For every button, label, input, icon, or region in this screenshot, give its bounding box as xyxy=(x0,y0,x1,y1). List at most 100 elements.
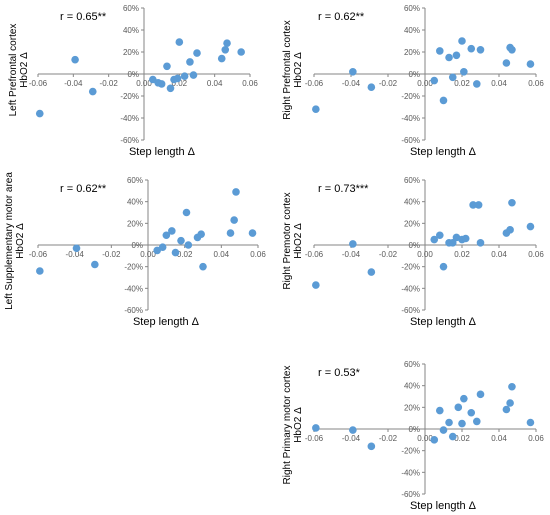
y-tick-label: 0% xyxy=(131,241,143,250)
data-point xyxy=(476,390,485,399)
x-tick-label: 0.02 xyxy=(172,79,188,88)
x-tick-label: 0.06 xyxy=(528,250,544,259)
data-point xyxy=(452,51,461,60)
data-point xyxy=(189,71,198,79)
data-point xyxy=(526,222,535,231)
data-point xyxy=(458,419,466,428)
data-point xyxy=(180,72,189,80)
data-point xyxy=(476,239,485,247)
x-tick-label: -0.04 xyxy=(66,250,85,259)
y-axis-title: HbO2 Δ xyxy=(19,52,30,88)
x-tick-label: 0.00 xyxy=(136,79,152,88)
data-point xyxy=(445,53,453,62)
data-point xyxy=(461,234,470,243)
y-axis-title: Left Prefrontal cortex xyxy=(8,24,19,117)
scatter-panel: -0.06 -0.04 -0.02 0.00 0.02 0.04 0.06 -60% -40% -… xyxy=(282,4,544,158)
y-tick-label: -20% xyxy=(401,263,420,272)
data-point xyxy=(474,201,483,209)
x-axis-title: Step length Δ xyxy=(133,316,200,328)
data-point xyxy=(467,408,476,417)
data-point xyxy=(436,406,444,415)
data-point xyxy=(175,38,184,46)
x-tick-label: 0.02 xyxy=(177,250,193,259)
data-point xyxy=(171,248,180,257)
y-tick-label: 40% xyxy=(404,382,420,391)
data-point xyxy=(454,403,463,412)
data-point xyxy=(35,109,44,118)
y-tick-label: -40% xyxy=(401,468,420,477)
data-point xyxy=(88,87,97,96)
data-point xyxy=(163,62,171,71)
data-point xyxy=(312,424,320,432)
data-point xyxy=(232,188,240,196)
data-point xyxy=(230,216,238,224)
data-point xyxy=(199,262,207,271)
y-tick-label: 0% xyxy=(408,241,420,250)
x-tick-label: -0.04 xyxy=(342,250,361,259)
x-tick-label: -0.04 xyxy=(64,79,83,88)
y-axis-title: Right Primary motor cortex xyxy=(282,366,293,485)
y-tick-label: 0% xyxy=(408,70,420,79)
data-point xyxy=(439,426,448,434)
y-tick-label: -40% xyxy=(401,284,420,293)
y-tick-label: 60% xyxy=(404,176,420,185)
data-point xyxy=(71,55,79,64)
data-point xyxy=(157,80,166,88)
data-point xyxy=(312,281,320,289)
y-tick-label: -20% xyxy=(401,92,420,101)
data-point xyxy=(367,268,376,276)
x-tick-label: 0.04 xyxy=(491,79,507,88)
data-point xyxy=(460,68,468,76)
x-tick-label: 0.04 xyxy=(491,434,507,443)
data-point xyxy=(173,74,182,83)
data-point xyxy=(460,394,468,403)
data-point xyxy=(91,260,99,269)
data-point xyxy=(508,382,516,391)
x-tick-label: 0.02 xyxy=(454,79,470,88)
data-point xyxy=(237,48,245,56)
data-point xyxy=(72,244,81,253)
scatter-panel: -0.06 -0.04 -0.02 0.00 0.02 0.04 0.06 -60% -40% -… xyxy=(282,360,544,512)
y-tick-label: 60% xyxy=(404,360,420,369)
data-point xyxy=(506,226,514,234)
y-tick-label: 60% xyxy=(127,176,143,185)
y-tick-label: 60% xyxy=(404,4,420,13)
data-point xyxy=(439,262,448,271)
y-axis-title: HbO2 Δ xyxy=(293,223,304,259)
data-point xyxy=(476,46,485,54)
y-tick-label: 40% xyxy=(123,26,139,35)
data-point xyxy=(448,239,457,247)
scatter-panel: -0.06 -0.04 -0.02 0.00 0.02 0.04 0.06 -60% -40% -… xyxy=(4,172,266,328)
data-point xyxy=(223,39,231,47)
correlation-label: r = 0.73*** xyxy=(318,183,369,195)
y-tick-label: -60% xyxy=(401,306,420,315)
data-point xyxy=(177,236,185,245)
data-point xyxy=(367,442,376,451)
y-axis-title: HbO2 Δ xyxy=(15,223,26,259)
x-tick-label: -0.02 xyxy=(379,250,398,259)
x-tick-label: 0.00 xyxy=(417,434,433,443)
y-tick-label: -60% xyxy=(124,306,143,315)
data-point xyxy=(162,231,171,240)
data-point xyxy=(349,68,357,76)
data-point xyxy=(473,417,481,426)
data-point xyxy=(312,105,320,113)
data-point xyxy=(448,73,457,82)
correlation-label: r = 0.62** xyxy=(60,183,107,195)
y-tick-label: 40% xyxy=(404,198,420,207)
x-tick-label: -0.02 xyxy=(102,250,121,259)
y-tick-label: 20% xyxy=(127,219,143,228)
data-point xyxy=(458,37,466,45)
y-tick-label: 20% xyxy=(404,403,420,412)
y-tick-label: -60% xyxy=(401,136,420,145)
data-point xyxy=(526,60,535,68)
y-axis-title: Right Premotor cortex xyxy=(282,192,293,289)
y-tick-label: 40% xyxy=(127,198,143,207)
data-point xyxy=(226,229,235,237)
data-point xyxy=(526,418,535,427)
x-tick-label: -0.04 xyxy=(342,79,361,88)
data-point xyxy=(430,436,439,444)
scatter-panel: -0.06 -0.04 -0.02 0.00 0.02 0.04 0.06 -60% -40% -… xyxy=(8,4,258,158)
x-tick-label: 0.02 xyxy=(454,434,470,443)
data-point xyxy=(197,230,205,238)
